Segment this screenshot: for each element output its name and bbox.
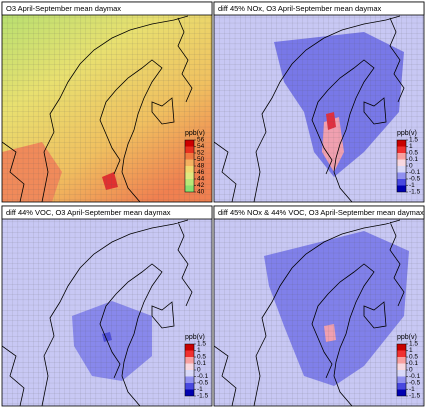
colorbar-swatch (397, 153, 406, 160)
colorbar-swatch (185, 140, 194, 147)
colorbar-swatch (185, 376, 194, 383)
colorbar-label: 52 (197, 150, 205, 157)
colorbar-label: -1.5 (409, 393, 421, 400)
colorbar-label: -1.5 (409, 189, 421, 196)
map-panel: diff 44% VOC, O3 April-September mean da… (1, 205, 213, 407)
colorbar-label: 0.1 (409, 360, 418, 367)
colorbar-label: 1 (409, 347, 413, 354)
colorbar-swatch (185, 185, 194, 192)
colorbar-label: 0 (197, 367, 201, 374)
map-panel: diff 45% NOx, O3 April-September mean da… (213, 1, 425, 203)
colorbar-swatch (397, 179, 406, 186)
colorbar-unit: ppb(v) (397, 130, 417, 137)
colorbar-swatch (185, 166, 194, 173)
colorbar-swatch (397, 357, 406, 364)
colorbar-unit: ppb(v) (397, 334, 417, 341)
colorbar-label: 0 (409, 367, 413, 374)
colorbar-swatch (397, 140, 406, 147)
colorbar-swatch (185, 357, 194, 364)
colorbar-swatch (397, 383, 406, 390)
colorbar-swatch (397, 370, 406, 377)
colorbar-swatch (185, 179, 194, 186)
colorbar-swatch (397, 146, 406, 153)
colorbar-label: 42 (197, 182, 205, 189)
colorbar-swatch (397, 389, 406, 396)
colorbar-swatch (397, 344, 406, 351)
colorbar-swatch (185, 172, 194, 179)
colorbar-swatch (185, 350, 194, 357)
colorbar-label: 44 (197, 176, 205, 183)
panel-title: diff 45% NOx, O3 April-September mean da… (218, 4, 382, 13)
colorbar-swatch (185, 383, 194, 390)
grid-cells (214, 219, 424, 406)
colorbar-label: 0.1 (197, 360, 206, 367)
map-panel: diff 45% NOx & 44% VOC, O3 April-Septemb… (213, 205, 425, 407)
colorbar-label: -1 (409, 386, 415, 393)
colorbar-swatch (397, 376, 406, 383)
colorbar-label: 56 (197, 137, 205, 144)
colorbar-swatch (397, 185, 406, 192)
colorbar-label: 46 (197, 169, 205, 176)
panel-title: O3 April-September mean daymax (6, 4, 121, 13)
colorbar-swatch (397, 172, 406, 179)
colorbar-label: 0.5 (197, 354, 206, 361)
map-area (2, 219, 212, 406)
map-panel: O3 April-September mean daymax ppb(v)5654… (1, 1, 213, 203)
colorbar-swatch (185, 153, 194, 160)
colorbar-label: -0.5 (409, 380, 421, 387)
colorbar-swatch (185, 344, 194, 351)
colorbar-label: 54 (197, 143, 205, 150)
colorbar-label: 0.5 (409, 354, 418, 361)
colorbar-swatch (185, 146, 194, 153)
colorbar-label: 48 (197, 163, 205, 170)
colorbar-label: 0.5 (409, 150, 418, 157)
title-bar (1, 205, 213, 220)
colorbar-label: 1.5 (409, 137, 418, 144)
colorbar-label: -0.1 (409, 373, 421, 380)
grid-cells (2, 15, 212, 202)
colorbar-label: 40 (197, 189, 205, 196)
colorbar-swatch (397, 166, 406, 173)
grid-cells (2, 219, 212, 406)
colorbar-label: 0 (409, 163, 413, 170)
colorbar-label: -1.5 (197, 393, 209, 400)
title-bar (213, 1, 425, 16)
grid-cells (214, 15, 424, 202)
colorbar-label: 1.5 (409, 341, 418, 348)
colorbar-swatch (185, 389, 194, 396)
panel-title: diff 45% NOx & 44% VOC, O3 April-Septemb… (218, 208, 424, 217)
colorbar-swatch (397, 363, 406, 370)
colorbar-label: 0.1 (409, 156, 418, 163)
colorbar-label: 1.5 (197, 341, 206, 348)
title-bar (213, 205, 425, 220)
colorbar-label: -1 (197, 386, 203, 393)
colorbar-swatch (397, 350, 406, 357)
panel-title: diff 44% VOC, O3 April-September mean da… (6, 208, 171, 217)
colorbar-swatch (185, 370, 194, 377)
colorbar-swatch (185, 159, 194, 166)
colorbar-unit: ppb(v) (185, 130, 205, 137)
title-bar (1, 1, 213, 16)
colorbar-swatch (397, 159, 406, 166)
colorbar-label: 50 (197, 156, 205, 163)
colorbar-unit: ppb(v) (185, 334, 205, 341)
colorbar-label: -1 (409, 182, 415, 189)
map-area (214, 219, 424, 406)
colorbar-label: 1 (197, 347, 201, 354)
colorbar-label: -0.1 (197, 373, 209, 380)
colorbar-label: 1 (409, 143, 413, 150)
colorbar-swatch (185, 363, 194, 370)
colorbar-label: -0.1 (409, 169, 421, 176)
map-area (214, 15, 424, 202)
map-area (2, 15, 212, 202)
colorbar-label: -0.5 (409, 176, 421, 183)
colorbar-label: -0.5 (197, 380, 209, 387)
